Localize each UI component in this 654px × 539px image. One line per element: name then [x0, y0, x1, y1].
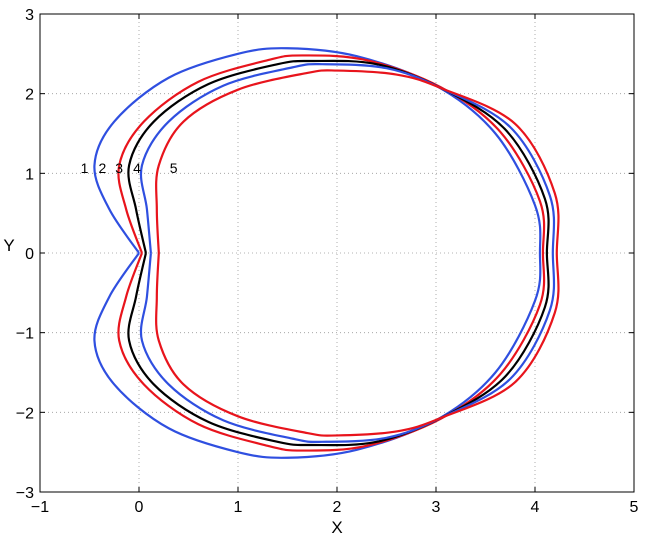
- y-tick-label: −3: [16, 485, 34, 502]
- x-tick-label: 2: [333, 499, 342, 516]
- y-tick-label: −2: [16, 405, 34, 422]
- y-axis-label: Y: [3, 236, 14, 255]
- y-tick-label: −1: [16, 326, 34, 343]
- curve-label-1: 1: [81, 160, 89, 176]
- curve-4: [139, 63, 556, 443]
- curve-3: [127, 59, 550, 447]
- curve-5: [155, 69, 560, 437]
- y-tick-label: 3: [25, 7, 34, 24]
- x-tick-label: 5: [630, 499, 639, 516]
- curve-label-3: 3: [115, 160, 123, 176]
- x-axis-label: X: [331, 518, 342, 537]
- curve-label-4: 4: [133, 160, 141, 176]
- y-tick-label: 2: [25, 87, 34, 104]
- x-tick-label: 0: [135, 499, 144, 516]
- x-tick-label: −1: [31, 499, 49, 516]
- grid: [40, 14, 634, 492]
- y-tick-label: 0: [25, 246, 34, 263]
- y-tick-label: 1: [25, 166, 34, 183]
- curve-label-5: 5: [170, 160, 178, 176]
- x-tick-label: 3: [432, 499, 441, 516]
- curve-2: [117, 54, 546, 452]
- curve-label-2: 2: [98, 160, 106, 176]
- x-tick-label: 1: [234, 499, 243, 516]
- curves: [93, 47, 560, 459]
- curve-1: [93, 47, 542, 459]
- x-tick-label: 4: [531, 499, 540, 516]
